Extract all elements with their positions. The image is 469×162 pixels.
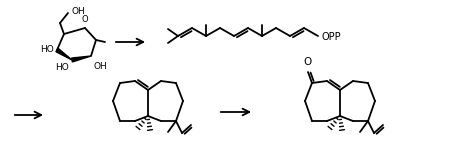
Text: HO: HO — [55, 63, 69, 72]
Text: OH: OH — [93, 62, 107, 71]
Polygon shape — [56, 48, 72, 60]
Polygon shape — [72, 56, 91, 62]
Text: O: O — [82, 15, 88, 24]
Text: OH: OH — [71, 7, 85, 17]
Text: O: O — [303, 57, 311, 67]
Text: OPP: OPP — [322, 32, 341, 42]
Text: HO: HO — [40, 46, 54, 54]
